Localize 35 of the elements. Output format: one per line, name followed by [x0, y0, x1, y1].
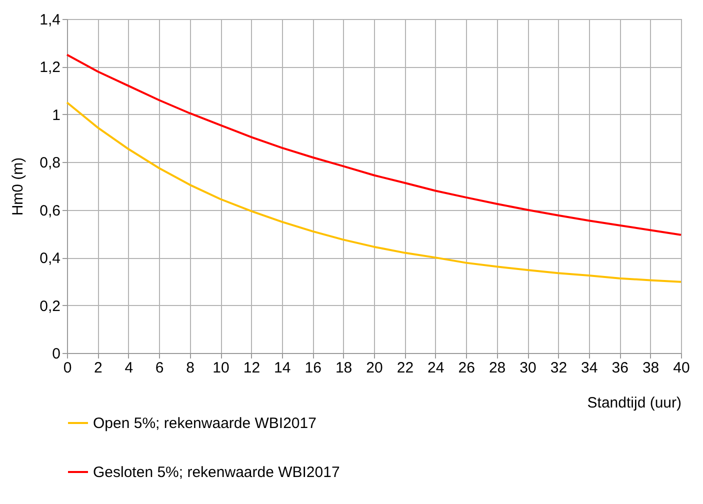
x-tick-label: 18	[335, 360, 352, 376]
x-tick-label: 16	[304, 360, 322, 376]
line-series	[66, 54, 682, 236]
x-tick-label: 32	[550, 360, 568, 376]
x-tick-label: 20	[366, 360, 383, 376]
x-tick-label: 4	[124, 360, 134, 376]
y-tick-label: 0,6	[40, 202, 60, 220]
x-tick-label: 28	[488, 360, 506, 376]
y-tick-label: 0,2	[40, 298, 60, 315]
x-tick-label: 24	[428, 360, 444, 376]
legend-label: Gesloten 5%; rekenwaarde WBI2017	[93, 464, 340, 481]
x-tick-label: 26	[458, 360, 475, 376]
y-tick-label: 1,2	[40, 59, 60, 76]
x-tick-label: 2	[94, 360, 102, 376]
x-tick-label: 10	[212, 360, 230, 376]
x-tick-label: 36	[612, 360, 628, 376]
x-tick-label: 12	[243, 360, 260, 376]
x-tick-label: 22	[396, 360, 414, 376]
y-tick-label: 0	[52, 346, 60, 362]
x-tick-label: 38	[642, 360, 660, 376]
x-tick-label: 34	[581, 360, 598, 376]
x-tick-label: 30	[520, 360, 536, 376]
x-tick-label: 6	[155, 360, 164, 376]
line-series	[66, 102, 682, 283]
y-tick-label: 1	[52, 106, 60, 124]
x-tick-label: 14	[274, 360, 291, 376]
x-tick-label: 0	[63, 360, 72, 376]
legend-label: Open 5%; rekenwaarde WBI2017	[93, 415, 316, 432]
x-tick-label: 40	[673, 360, 690, 376]
y-tick-label: 1,4	[40, 12, 60, 28]
y-tick-label: 0,8	[40, 154, 60, 172]
x-axis-title: Standtijd (uur)	[587, 394, 682, 412]
y-tick-label: 0,4	[40, 250, 60, 268]
y-axis-title: Hm0 (m)	[10, 157, 27, 216]
x-tick-label: 8	[186, 360, 194, 376]
